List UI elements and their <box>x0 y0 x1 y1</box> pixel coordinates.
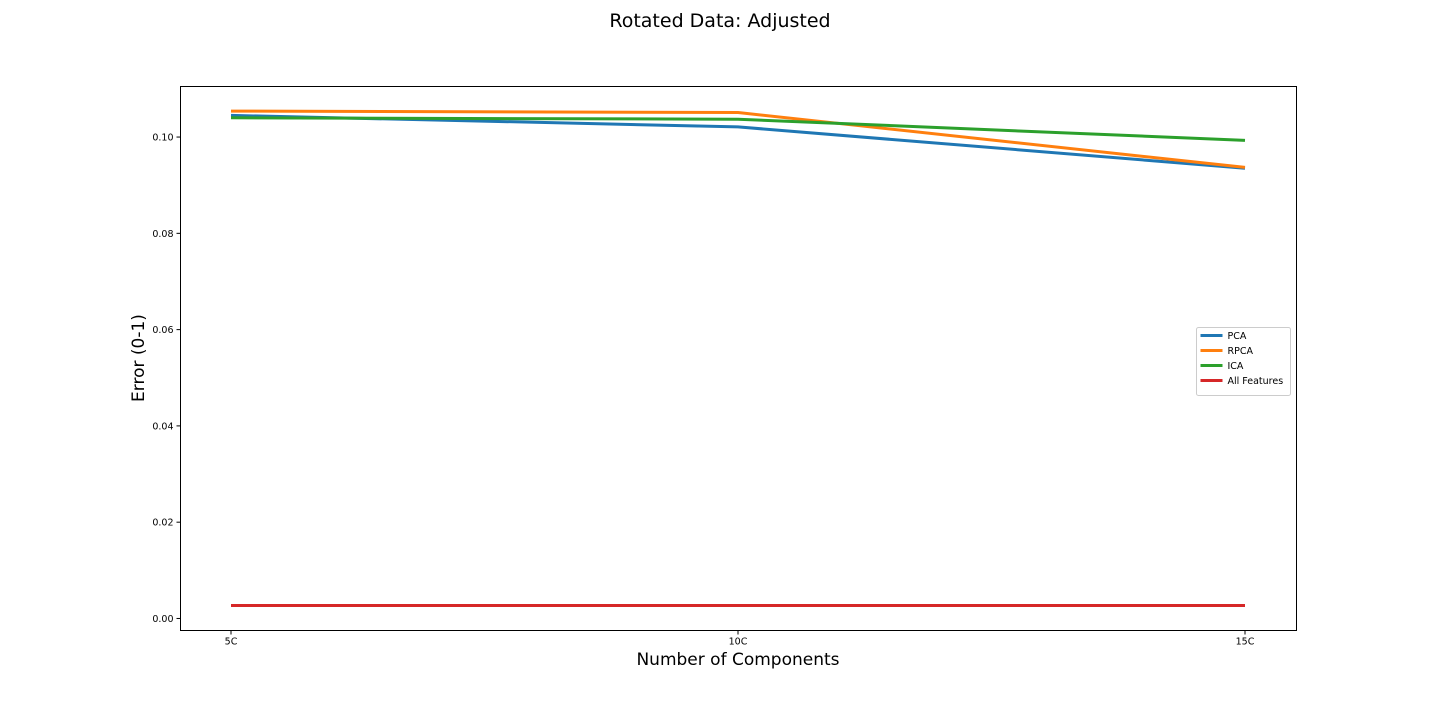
x-axis: 5C 10C 15C <box>225 630 1255 648</box>
y-tick-label: 0.08 <box>152 229 173 240</box>
y-axis-title: Error (0-1) <box>129 314 149 402</box>
legend-label: ICA <box>1228 361 1244 372</box>
series-line-pca <box>230 113 1246 170</box>
series-layer <box>230 109 1246 607</box>
y-tick-label: 0.04 <box>152 421 173 432</box>
x-tick-label: 5C <box>225 637 238 648</box>
legend-box <box>1196 327 1291 396</box>
legend: PCA RPCA ICA All Features <box>1196 327 1291 396</box>
y-axis: 0.00 0.02 0.04 0.06 0.08 0.10 <box>152 133 181 625</box>
y-tick-label: 0.00 <box>152 614 173 625</box>
x-axis-title: Number of Components <box>636 650 839 670</box>
x-tick-label: 10C <box>729 637 748 648</box>
y-tick-label: 0.10 <box>152 133 173 144</box>
series-line-ica <box>230 116 1246 142</box>
legend-label: RPCA <box>1228 346 1254 357</box>
y-tick-label: 0.06 <box>152 325 173 336</box>
legend-label: All Features <box>1228 376 1284 387</box>
legend-label: PCA <box>1228 331 1247 342</box>
chart-title: Rotated Data: Adjusted <box>609 10 831 32</box>
plot-frame <box>180 86 1297 631</box>
x-tick-label: 15C <box>1236 637 1255 648</box>
series-line-rpca <box>230 109 1246 169</box>
y-tick-label: 0.02 <box>152 518 173 529</box>
